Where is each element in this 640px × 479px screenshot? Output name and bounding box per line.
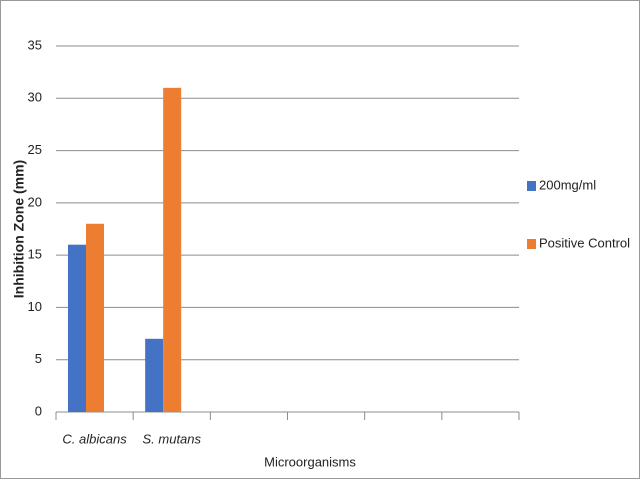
- legend-swatch: [527, 181, 536, 191]
- y-tick-label: 20: [28, 194, 42, 209]
- x-axis-label: Microorganisms: [264, 454, 356, 469]
- y-tick-label: 25: [28, 142, 42, 157]
- y-tick-label: 35: [28, 37, 42, 52]
- bar: [68, 244, 86, 412]
- bar: [145, 338, 164, 412]
- y-tick-label: 15: [28, 247, 42, 262]
- bar: [163, 87, 182, 412]
- bar: [86, 223, 104, 412]
- y-tick-label: 0: [35, 403, 42, 418]
- x-tick-label: C. albicans: [62, 431, 127, 446]
- y-tick-label: 5: [35, 351, 42, 366]
- legend-label: 200mg/ml: [539, 177, 596, 192]
- y-tick-label: 30: [28, 90, 42, 105]
- legend-swatch: [527, 239, 536, 249]
- y-tick-label: 10: [28, 299, 42, 314]
- x-tick-label: S. mutans: [142, 431, 201, 446]
- legend-label: Positive Control: [539, 235, 630, 250]
- y-axis-label: Inhibition Zone (mm): [11, 160, 27, 298]
